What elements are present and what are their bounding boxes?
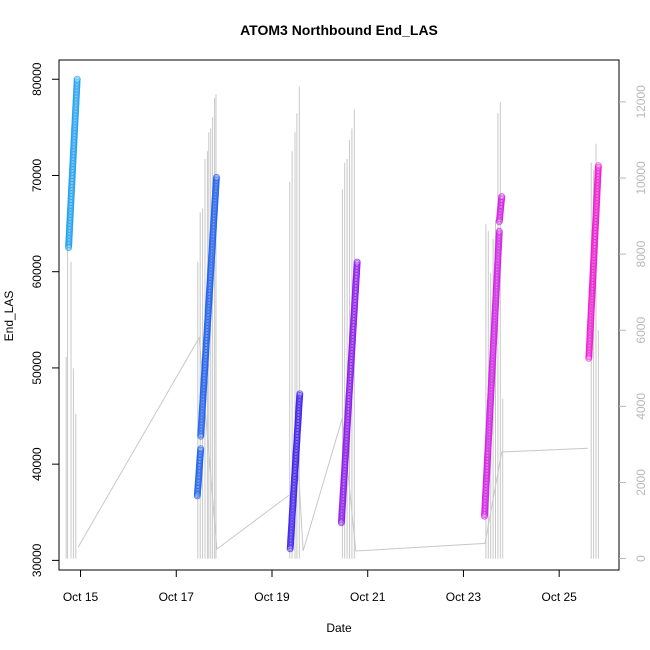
y-tick-label-5: 80000 bbox=[30, 62, 44, 96]
y2-tick-label-3: 6000 bbox=[634, 317, 648, 344]
background-trace bbox=[77, 336, 588, 552]
y-tick-label-3: 60000 bbox=[30, 255, 44, 289]
x-tick-label-3: Oct 21 bbox=[350, 590, 386, 604]
y2-tick-label-4: 8000 bbox=[634, 240, 648, 267]
series-7 bbox=[585, 162, 602, 362]
x-tick-label-4: Oct 23 bbox=[446, 590, 482, 604]
y-tick-label-1: 40000 bbox=[30, 447, 44, 481]
data-series bbox=[65, 75, 602, 553]
y2-tick-label-1: 2000 bbox=[634, 469, 648, 496]
series-0 bbox=[65, 75, 81, 252]
series-1-point-32 bbox=[197, 445, 205, 453]
x-axis: Oct 15 Oct 17 Oct 19 Oct 21 Oct 23 Oct 25 bbox=[63, 570, 577, 604]
series-6-point-17 bbox=[498, 193, 506, 201]
x-tick-label-2: Oct 19 bbox=[254, 590, 290, 604]
y2-tick-label-2: 4000 bbox=[634, 393, 648, 420]
series-3 bbox=[286, 390, 304, 553]
series-2-point-173 bbox=[213, 173, 220, 181]
series-3-point-103 bbox=[296, 390, 304, 398]
chart-title: ATOM3 Northbound End_LAS bbox=[240, 22, 438, 38]
series-4 bbox=[337, 258, 361, 527]
x-tick-label-1: Oct 17 bbox=[159, 590, 195, 604]
y-tick-label-2: 50000 bbox=[30, 351, 44, 385]
y2-tick-label-5: 10000 bbox=[634, 161, 648, 195]
y-tick-label-0: 30000 bbox=[30, 543, 44, 577]
x-tick-label-0: Oct 15 bbox=[63, 590, 99, 604]
y-axis-right: 0 2000 4000 6000 8000 10000 12000 bbox=[619, 85, 648, 562]
series-7-point-128 bbox=[594, 162, 602, 170]
y-axis: 30000 40000 50000 60000 70000 80000 bbox=[30, 62, 59, 577]
y2-tick-label-0: 0 bbox=[634, 555, 648, 562]
series-2 bbox=[197, 173, 220, 440]
series-6 bbox=[495, 193, 506, 226]
series-1 bbox=[193, 445, 205, 500]
y-axis-label: End_LAS bbox=[2, 291, 16, 342]
y-tick-label-4: 70000 bbox=[30, 158, 44, 192]
y2-tick-label-6: 12000 bbox=[634, 85, 648, 119]
plot-frame bbox=[58, 59, 620, 571]
series-0-point-112 bbox=[73, 75, 81, 83]
series-5 bbox=[481, 227, 503, 520]
series-5-point-190 bbox=[495, 227, 503, 235]
x-tick-label-5: Oct 25 bbox=[541, 590, 577, 604]
series-4-point-174 bbox=[353, 258, 361, 266]
x-axis-label: Date bbox=[326, 621, 352, 635]
